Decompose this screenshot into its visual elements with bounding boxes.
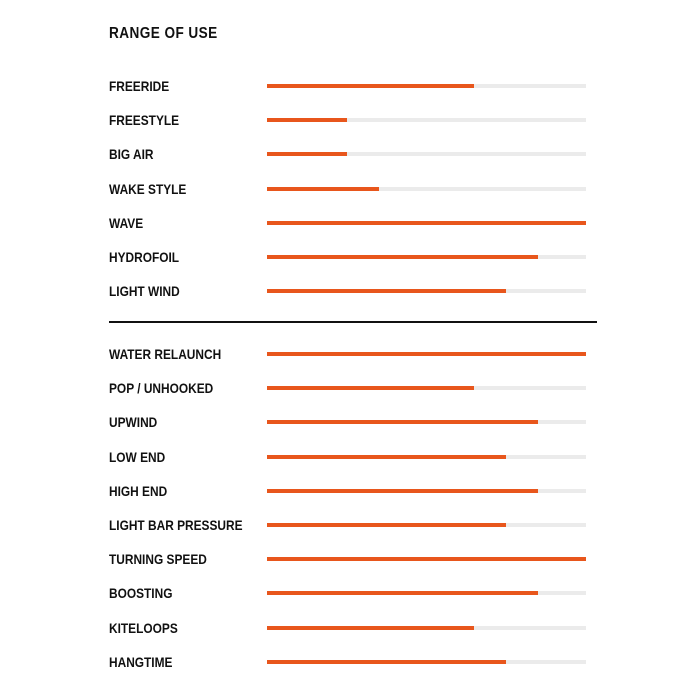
rating-bar	[267, 220, 586, 225]
rating-row: FREERIDE	[109, 76, 589, 96]
rating-label: POP / UNHOOKED	[109, 380, 214, 397]
rating-bar	[267, 152, 347, 157]
rating-bar	[267, 488, 539, 493]
rating-label: HYDROFOIL	[109, 249, 180, 265]
rating-track	[267, 557, 586, 562]
rating-bar	[267, 84, 475, 88]
rating-bar	[267, 255, 539, 259]
rating-label: KITELOOPS	[109, 619, 178, 636]
rating-bar	[267, 591, 539, 596]
chart-title: RANGE OF USE	[109, 25, 218, 42]
rating-track	[267, 186, 586, 191]
rating-row: BOOSTING	[109, 583, 589, 603]
rating-track	[267, 255, 586, 259]
rating-track	[267, 386, 586, 391]
rating-track	[267, 591, 586, 596]
rating-track	[267, 420, 586, 425]
rating-label: LOW END	[109, 448, 166, 465]
rating-label: TURNING SPEED	[109, 551, 207, 568]
rating-bar	[267, 659, 507, 664]
rating-row: BIG AIR	[109, 144, 589, 164]
rating-track	[267, 289, 586, 294]
rating-label: UPWIND	[109, 414, 158, 431]
rating-track	[267, 220, 586, 225]
rating-bar	[267, 289, 507, 294]
rating-label: WAVE	[109, 214, 144, 231]
rating-label: FREERIDE	[109, 78, 170, 94]
rating-label: LIGHT WIND	[109, 283, 180, 300]
rating-label: WATER RELAUNCH	[109, 346, 222, 362]
rating-bar	[267, 118, 347, 123]
rating-bar	[267, 454, 507, 459]
rating-label: WAKE STYLE	[109, 180, 187, 197]
rating-track	[267, 659, 586, 664]
rating-row: HIGH END	[109, 481, 589, 501]
rating-row: WAKE STYLE	[109, 179, 589, 199]
rating-track	[267, 625, 586, 630]
rating-row: LOW END	[109, 447, 589, 467]
rating-track	[267, 488, 586, 493]
rating-row: WAVE	[109, 213, 589, 233]
rating-row: WATER RELAUNCH	[109, 344, 589, 364]
rating-bar	[267, 352, 586, 356]
rating-track	[267, 152, 586, 157]
rating-row: KITELOOPS	[109, 618, 589, 638]
rating-label: BOOSTING	[109, 585, 173, 602]
rating-track	[267, 523, 586, 527]
rating-label: FREESTYLE	[109, 112, 180, 129]
rating-bar	[267, 186, 379, 191]
rating-row: HYDROFOIL	[109, 247, 589, 267]
rating-bar	[267, 386, 475, 391]
rating-track	[267, 118, 586, 123]
rating-track	[267, 454, 586, 459]
rating-bar	[267, 625, 475, 630]
rating-track	[267, 84, 586, 88]
rating-bar	[267, 523, 507, 527]
rating-row: FREESTYLE	[109, 110, 589, 130]
rating-bar	[267, 420, 539, 425]
divider	[109, 321, 597, 323]
rating-label: BIG AIR	[109, 146, 154, 163]
rating-row: HANGTIME	[109, 652, 589, 672]
rating-row: TURNING SPEED	[109, 549, 589, 569]
rating-row: LIGHT WIND	[109, 281, 589, 301]
rating-row: POP / UNHOOKED	[109, 378, 589, 398]
rating-label: HIGH END	[109, 482, 168, 499]
rating-track	[267, 352, 586, 356]
rating-row: LIGHT BAR PRESSURE	[109, 515, 589, 535]
rating-label: LIGHT BAR PRESSURE	[109, 517, 243, 533]
rating-bar	[267, 557, 586, 562]
rating-label: HANGTIME	[109, 653, 173, 670]
rating-row: UPWIND	[109, 412, 589, 432]
